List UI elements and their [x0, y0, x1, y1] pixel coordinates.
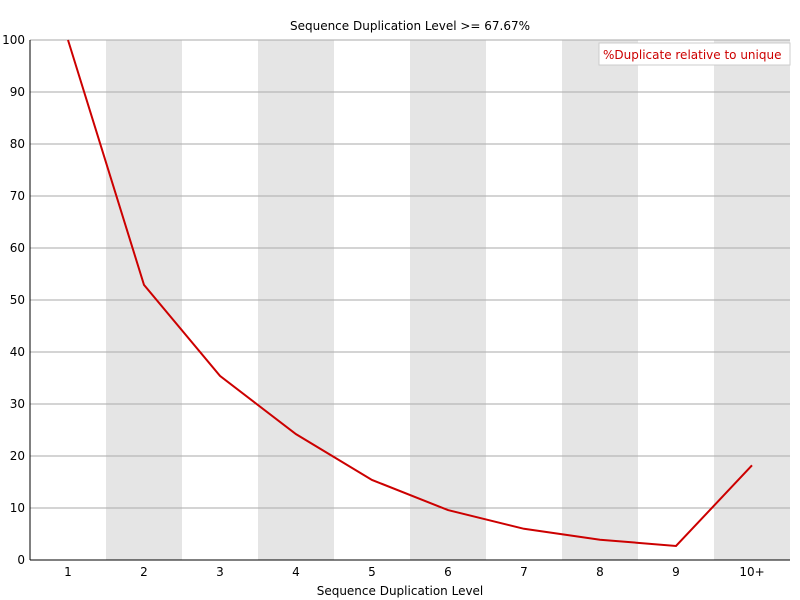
x-tick-label-10+: 10+	[739, 565, 764, 579]
y-tick-label-40: 40	[10, 345, 25, 359]
x-tick-label-8: 8	[596, 565, 604, 579]
y-tick-label-80: 80	[10, 137, 25, 151]
x-tick-label-9: 9	[672, 565, 680, 579]
x-tick-label-1: 1	[64, 565, 72, 579]
legend-box	[598, 42, 791, 66]
legend-entry: %Duplicate relative to unique	[603, 48, 781, 62]
x-tick-label-4: 4	[292, 565, 300, 579]
x-tick-label-3: 3	[216, 565, 224, 579]
legend: %Duplicate relative to unique	[598, 42, 791, 66]
gridlines	[30, 39, 790, 509]
y-tick-label-0: 0	[17, 553, 25, 567]
y-tick-label-70: 70	[10, 189, 25, 203]
x-tick-label-2: 2	[140, 565, 148, 579]
x-tick-label-7: 7	[520, 565, 528, 579]
x-axis-label: Sequence Duplication Level	[317, 584, 484, 598]
y-tick-label-100: 100	[2, 33, 25, 47]
y-tick-label-90: 90	[10, 85, 25, 99]
axes	[29, 40, 790, 561]
x-tick-labels: 1 2 3 4 5 6 7 8 9 10+	[64, 565, 764, 579]
x-tick-label-6: 6	[444, 565, 452, 579]
x-tick-label-5: 5	[368, 565, 376, 579]
series-lines	[67, 39, 753, 547]
y-tick-label-50: 50	[10, 293, 25, 307]
y-tick-label-20: 20	[10, 449, 25, 463]
y-tick-labels: 0 10 20 30 40 50 60 70 80 90 100	[2, 33, 25, 567]
series-line-0	[67, 39, 753, 547]
y-tick-label-10: 10	[10, 501, 25, 515]
y-tick-label-60: 60	[10, 241, 25, 255]
y-tick-label-30: 30	[10, 397, 25, 411]
chart-title: Sequence Duplication Level >= 67.67%	[290, 19, 530, 33]
